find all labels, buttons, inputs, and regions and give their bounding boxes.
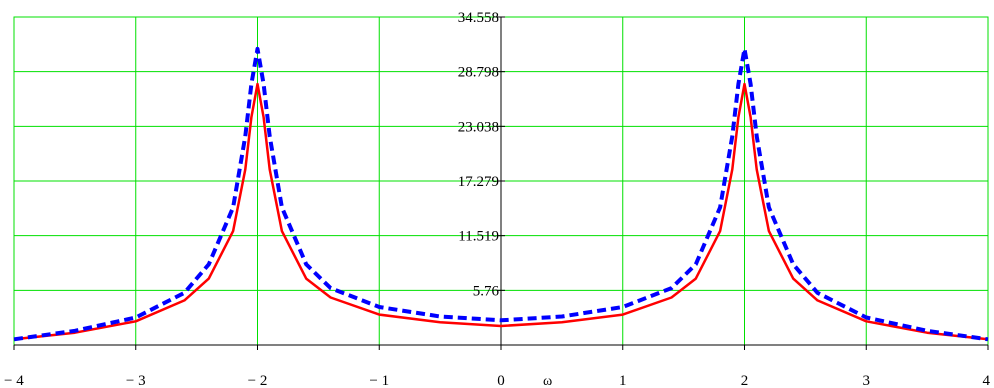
y-tick-label: 28.798: [458, 65, 499, 81]
y-tick-label: 34.558: [458, 10, 499, 26]
y-tick-labels: 5.76 11.519 17.279 23.038 28.798 34.558: [458, 10, 500, 299]
series-group: [13, 46, 989, 342]
x-tick-label: − 3: [126, 373, 146, 388]
grid: [13, 16, 989, 350]
x-tick-label: − 1: [369, 373, 389, 388]
x-tick-label: 0: [497, 373, 505, 388]
x-tick-label: 2: [741, 373, 749, 388]
x-tick-label: − 2: [248, 373, 268, 388]
x-tick-label: − 4: [4, 373, 24, 388]
y-tick-label: 5.76: [473, 283, 500, 299]
y-tick-label: 17.279: [458, 174, 499, 190]
x-tick-label: 3: [863, 373, 871, 388]
y-tick-label: 23.038: [458, 119, 499, 135]
y-tick-label: 11.519: [458, 229, 499, 245]
x-tick-label: 1: [619, 373, 627, 388]
x-tick-labels: − 4 − 3 − 2 − 1 0 1 2 3 4: [4, 373, 991, 388]
series-dashed-line: [13, 46, 989, 342]
x-axis-label: ω: [543, 374, 552, 388]
series-solid-line: [13, 82, 989, 341]
x-tick-label: 4: [983, 373, 991, 388]
